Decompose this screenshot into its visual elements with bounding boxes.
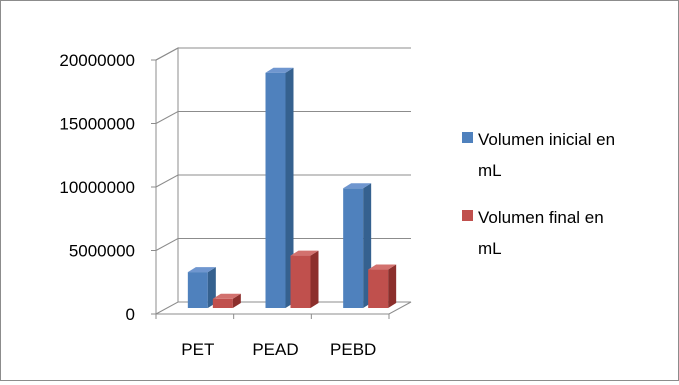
- gridline: [155, 47, 411, 61]
- legend-label: mL: [478, 161, 502, 180]
- y-axis-tick-labels: 0 5000000 10000000 15000000 20000000: [59, 51, 135, 324]
- x-tick-label: PEAD: [252, 340, 298, 359]
- bar-side: [285, 67, 294, 308]
- bar-front: [265, 72, 286, 308]
- gridline: [155, 111, 411, 124]
- bar-top: [265, 67, 294, 73]
- bar-top: [212, 293, 241, 299]
- y-tick-label: 15000000: [59, 115, 135, 134]
- bar: [343, 183, 372, 308]
- x-tick-label: PET: [181, 340, 214, 359]
- y-tick-label: 5000000: [69, 242, 135, 261]
- bar: [265, 67, 294, 308]
- x-tick-label: PEBD: [330, 340, 376, 359]
- x-axis-tick-labels: PET PEAD PEBD: [181, 340, 376, 359]
- bar-side: [388, 264, 397, 308]
- bar-side: [310, 250, 319, 308]
- bar-front: [212, 298, 233, 308]
- legend-swatch: [462, 132, 473, 143]
- y-tick-label: 10000000: [59, 178, 135, 197]
- bar: [187, 267, 216, 308]
- legend-label: Volumen final en: [478, 208, 604, 227]
- bar-side: [232, 293, 241, 308]
- gridline: [155, 238, 411, 251]
- bar-front: [187, 272, 208, 308]
- bar-front: [290, 255, 311, 308]
- bar: [368, 264, 397, 308]
- back-wall-left-edge: [155, 47, 179, 302]
- bars: [187, 67, 397, 308]
- bar-side: [207, 267, 216, 308]
- bar-top: [290, 250, 319, 256]
- gridlines: [151, 47, 411, 319]
- bar-front: [343, 188, 364, 308]
- bar: [290, 250, 319, 308]
- legend-label: mL: [478, 239, 502, 258]
- legend-swatch: [462, 210, 473, 221]
- bar-top: [187, 267, 216, 273]
- y-tick-label: 20000000: [59, 51, 135, 70]
- bar-top: [368, 264, 397, 270]
- gridline: [155, 174, 411, 188]
- bar: [212, 293, 241, 308]
- legend: Volumen inicial en mL Volumen final en mL: [462, 130, 615, 258]
- bar-front: [368, 269, 389, 308]
- bar-top: [343, 183, 372, 189]
- y-tick-label: 0: [126, 305, 135, 324]
- legend-label: Volumen inicial en: [478, 130, 615, 149]
